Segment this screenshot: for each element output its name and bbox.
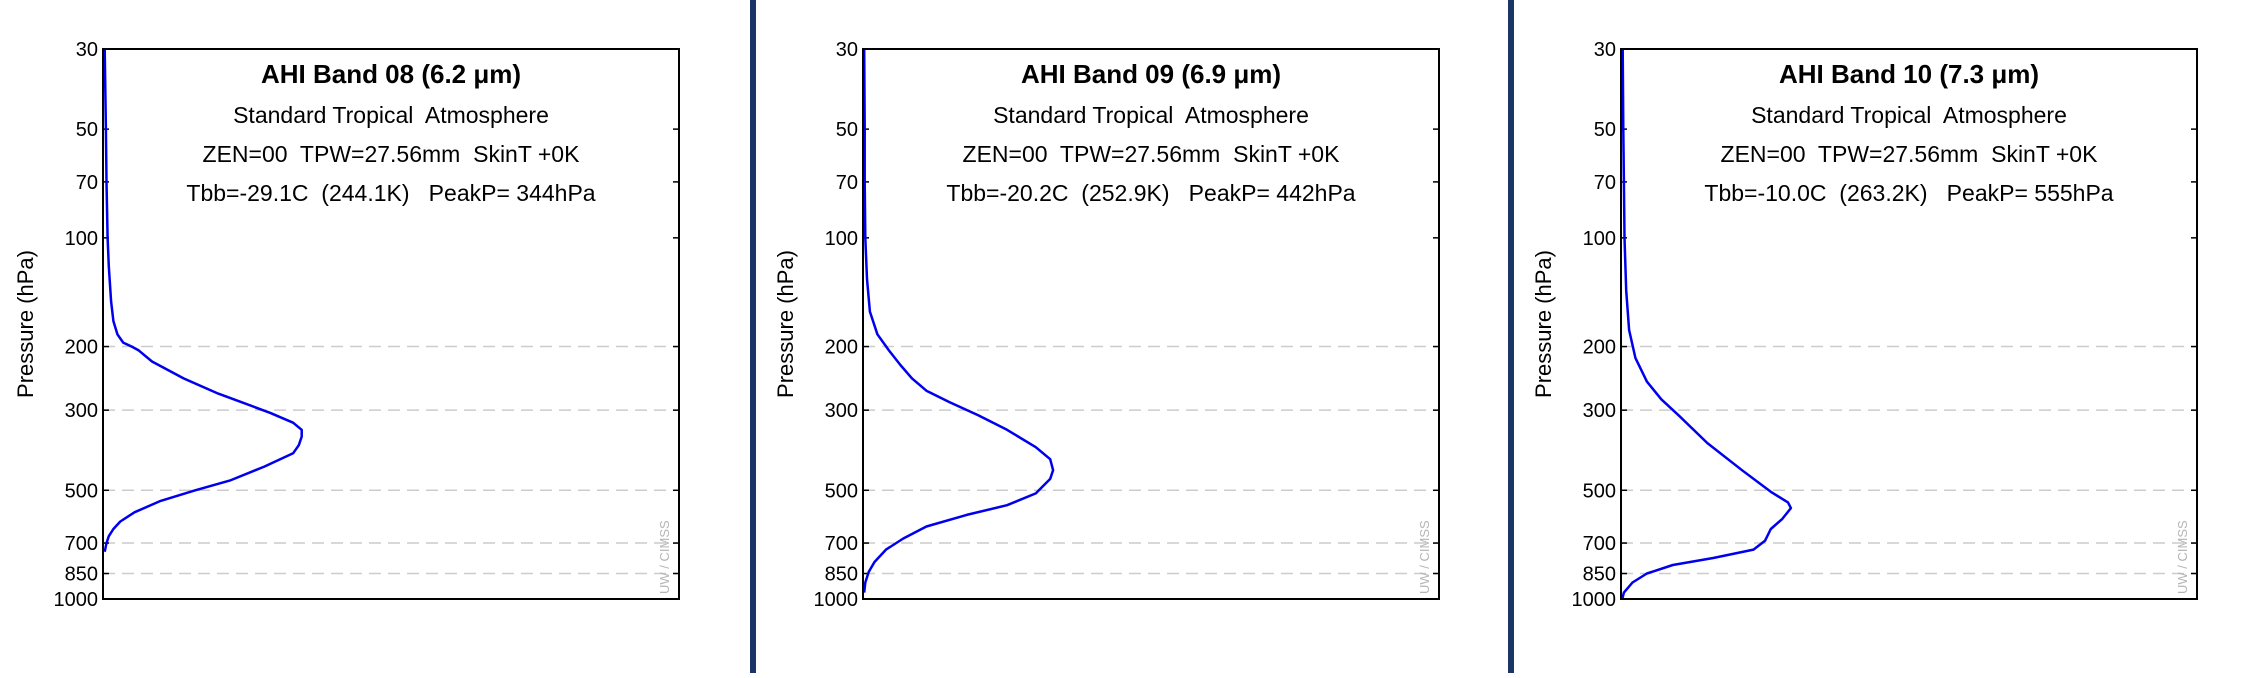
watermark: UW / CIMSS [2175,520,2190,594]
chart-subtitle-line: ZEN=00 TPW=27.56mm SkinT +0K [1721,141,2099,167]
chart-subtitle-line: Standard Tropical Atmosphere [993,102,1309,128]
chart-subtitle-line: Standard Tropical Atmosphere [1751,102,2067,128]
chart-subtitle-line: Tbb=-10.0C (263.2K) PeakP= 555hPa [1704,180,2113,206]
chart-title: AHI Band 08 (6.2 μm) [261,59,521,89]
y-tick-label: 70 [76,172,98,194]
chart-subtitle-line: ZEN=00 TPW=27.56mm SkinT +0K [963,141,1341,167]
y-tick-label: 1000 [54,589,99,611]
y-tick-label: 300 [825,400,858,422]
chart-subtitle-line: Standard Tropical Atmosphere [233,102,549,128]
y-tick-label: 850 [1583,564,1616,586]
y-tick-label: 1000 [1572,589,1617,611]
y-tick-label: 30 [1594,39,1616,61]
y-tick-label: 500 [1583,480,1616,502]
y-tick-label: 200 [65,337,98,359]
plot-frame [1620,48,2198,600]
y-tick-label: 70 [1594,172,1616,194]
chart-subtitle-line: ZEN=00 TPW=27.56mm SkinT +0K [203,141,581,167]
weighting-function-line [103,48,303,553]
weighting-function-line [862,48,1055,593]
y-axis-label: Pressure (hPa) [13,250,38,398]
y-tick-label: 200 [1583,337,1616,359]
y-tick-label: 700 [1583,533,1616,555]
y-tick-label: 50 [836,119,858,141]
y-axis-label: Pressure (hPa) [773,250,798,398]
chart-panel: 30 50 70 100 200 300 500 700 850 1000 Pressure (hP… [0,0,750,673]
y-tick-label: 100 [825,228,858,250]
y-tick-label: 300 [1583,400,1616,422]
panel-divider [1508,0,1514,673]
chart-title: AHI Band 09 (6.9 μm) [1021,59,1281,89]
weighting-function-chart: 30 50 70 100 200 300 500 700 850 1000 Pressure (hP… [773,39,1440,611]
y-tick-label: 300 [65,400,98,422]
panel-divider [750,0,756,673]
chart-panel: 30 50 70 100 200 300 500 700 850 1000 Pressure (hP… [760,0,1510,673]
y-tick-label: 500 [825,480,858,502]
watermark: UW / CIMSS [657,520,672,594]
weighting-function-chart: 30 50 70 100 200 300 500 700 850 1000 Pressure (hP… [1531,39,2198,611]
y-tick-label: 1000 [814,589,859,611]
y-tick-label: 50 [1594,119,1616,141]
y-tick-label: 200 [825,337,858,359]
chart-panel: 30 50 70 100 200 300 500 700 850 1000 Pressure (hP… [1518,0,2258,673]
watermark: UW / CIMSS [1417,520,1432,594]
weighting-function-chart: 30 50 70 100 200 300 500 700 850 1000 Pressure (hP… [13,39,680,611]
chart-title: AHI Band 10 (7.3 μm) [1779,59,2039,89]
y-tick-label: 50 [76,119,98,141]
y-tick-label: 30 [76,39,98,61]
weighting-function-line [1620,48,1793,600]
plot-frame [862,48,1440,600]
y-tick-label: 500 [65,480,98,502]
y-tick-label: 100 [65,228,98,250]
y-tick-label: 700 [65,533,98,555]
y-tick-label: 70 [836,172,858,194]
y-tick-label: 100 [1583,228,1616,250]
chart-subtitle-line: Tbb=-29.1C (244.1K) PeakP= 344hPa [186,180,595,206]
chart-subtitle-line: Tbb=-20.2C (252.9K) PeakP= 442hPa [946,180,1355,206]
y-axis-label: Pressure (hPa) [1531,250,1556,398]
plot-frame [102,48,680,600]
y-tick-label: 850 [825,564,858,586]
y-tick-label: 850 [65,564,98,586]
y-tick-label: 700 [825,533,858,555]
y-tick-label: 30 [836,39,858,61]
